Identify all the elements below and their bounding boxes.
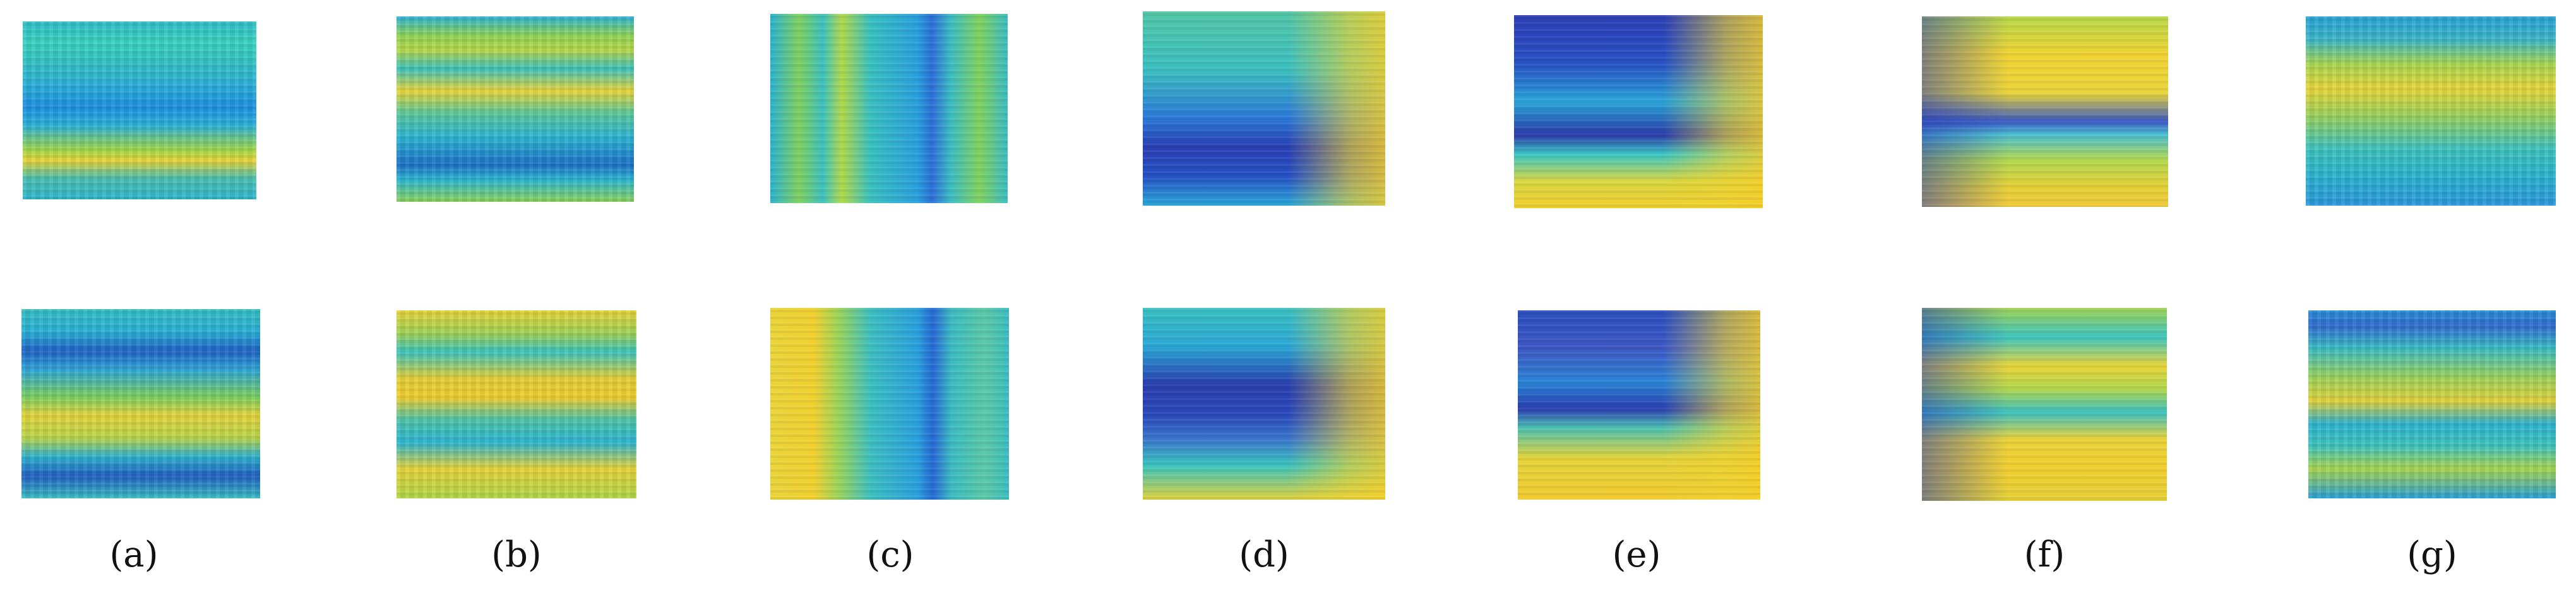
heatmap-b-top [397,16,634,202]
heatmap-c-bottom [770,308,1009,500]
heatmap-a-bottom [21,309,260,498]
heatmap-a-top [23,21,256,199]
caption-f: (f) [2024,534,2065,575]
caption-e: (e) [1612,534,1661,575]
heatmap-c-top [770,14,1008,203]
caption-g: (g) [2407,534,2457,575]
heatmap-f-top [1922,16,2168,207]
caption-b: (b) [491,534,542,575]
heatmap-d-bottom [1143,308,1385,500]
heatmap-b-bottom [397,310,636,498]
caption-a: (a) [109,534,158,575]
heatmap-g-top [2306,16,2556,206]
heatmap-e-top [1514,15,1763,208]
heatmap-d-top [1143,11,1385,206]
heatmap-f-bottom [1922,308,2167,501]
heatmap-e-bottom [1518,310,1760,500]
heatmap-g-bottom [2308,310,2556,498]
caption-c: (c) [866,534,914,575]
caption-d: (d) [1239,534,1289,575]
